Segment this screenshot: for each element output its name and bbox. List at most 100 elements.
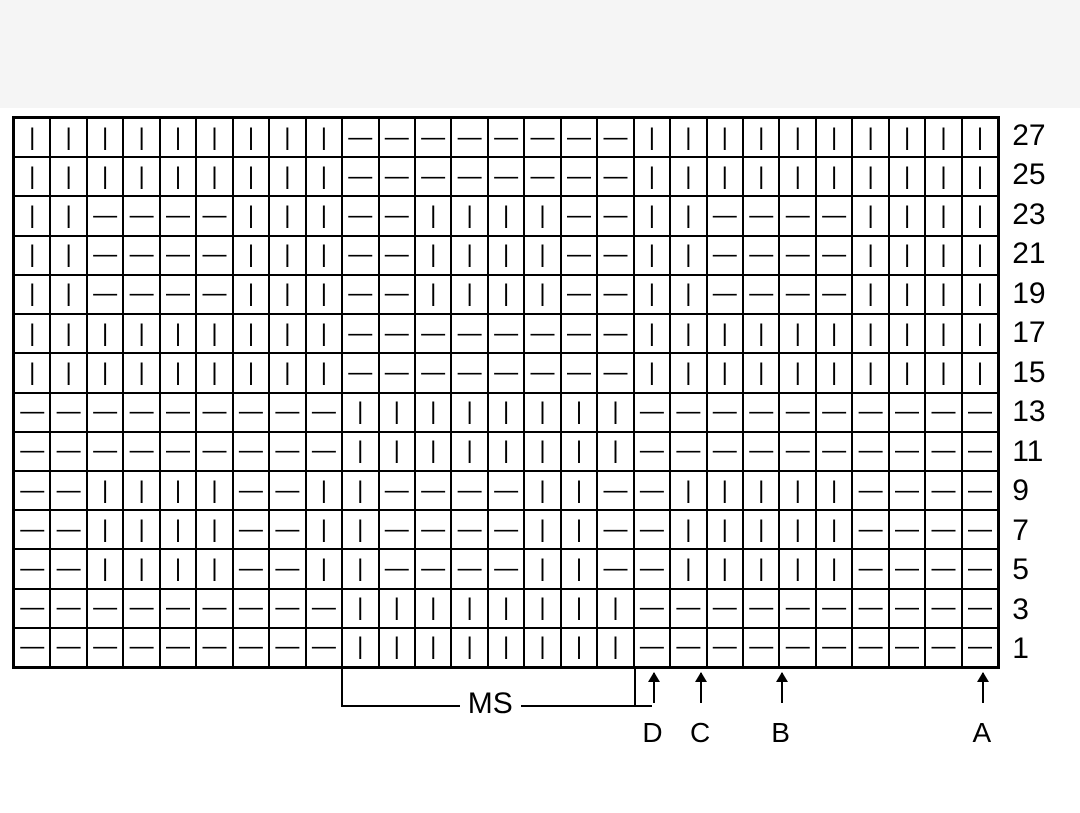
stitch-cell: — [670, 589, 706, 628]
stitch-cell: | [597, 393, 633, 432]
stitch-cell: | [233, 157, 269, 196]
stitch-cell: — [852, 432, 888, 471]
stitch-cell: | [816, 314, 852, 353]
stitch-cell: — [634, 549, 670, 588]
stitch-cell: | [779, 510, 815, 549]
stitch-cell: | [852, 236, 888, 275]
stitch-cell: — [269, 510, 305, 549]
bottom-annotations: MSDCBA [0, 669, 1080, 809]
row-number: 19 [1006, 274, 1045, 314]
stitch-cell: | [779, 353, 815, 392]
stitch-cell: — [707, 432, 743, 471]
stitch-cell: | [306, 157, 342, 196]
stitch-cell: — [889, 471, 925, 510]
stitch-cell: | [670, 314, 706, 353]
stitch-cell: | [306, 196, 342, 235]
row-number: 3 [1006, 590, 1045, 630]
stitch-cell: | [50, 118, 86, 157]
stitch-cell: | [342, 393, 378, 432]
stitch-cell: — [852, 510, 888, 549]
stitch-cell: | [269, 196, 305, 235]
stitch-cell: | [597, 432, 633, 471]
stitch-cell: — [379, 118, 415, 157]
stitch-cell: | [233, 196, 269, 235]
stitch-cell: | [743, 510, 779, 549]
stitch-cell: — [962, 432, 998, 471]
stitch-cell: — [925, 628, 961, 667]
stitch-cell: — [87, 196, 123, 235]
stitch-cell: | [160, 157, 196, 196]
stitch-cell: — [634, 432, 670, 471]
stitch-cell: | [451, 628, 487, 667]
stitch-cell: — [196, 196, 232, 235]
stitch-cell: — [670, 432, 706, 471]
stitch-cell: — [597, 118, 633, 157]
stitch-cell: | [889, 236, 925, 275]
stitch-cell: | [707, 314, 743, 353]
stitch-cell: — [123, 275, 159, 314]
stitch-cell: | [561, 628, 597, 667]
stitch-cell: | [14, 196, 50, 235]
stitch-cell: | [342, 549, 378, 588]
stitch-cell: | [488, 393, 524, 432]
stitch-cell: — [160, 589, 196, 628]
stitch-cell: — [451, 353, 487, 392]
stitch-cell: | [889, 157, 925, 196]
stitch-cell: | [925, 196, 961, 235]
stitch-cell: | [123, 549, 159, 588]
stitch-cell: | [488, 275, 524, 314]
stitch-cell: — [597, 549, 633, 588]
stitch-cell: — [269, 432, 305, 471]
stitch-cell: | [306, 549, 342, 588]
stitch-cell: | [634, 314, 670, 353]
stitch-cell: | [379, 393, 415, 432]
stitch-cell: | [196, 471, 232, 510]
stitch-cell: | [196, 157, 232, 196]
stitch-cell: | [160, 118, 196, 157]
stitch-cell: | [451, 589, 487, 628]
stitch-cell: | [415, 393, 451, 432]
stitch-cell: — [306, 589, 342, 628]
stitch-cell: — [342, 353, 378, 392]
stitch-cell: — [269, 589, 305, 628]
stitch-cell: — [597, 236, 633, 275]
stitch-cell: — [488, 471, 524, 510]
stitch-cell: — [597, 196, 633, 235]
stitch-cell: — [379, 471, 415, 510]
stitch-cell: | [743, 471, 779, 510]
stitch-cell: — [451, 510, 487, 549]
stitch-cell: | [488, 196, 524, 235]
stitch-cell: — [50, 549, 86, 588]
stitch-cell: | [816, 471, 852, 510]
stitch-cell: — [925, 393, 961, 432]
stitch-cell: | [233, 314, 269, 353]
stitch-cell: | [743, 549, 779, 588]
ms-label: MS [460, 687, 521, 721]
stitch-cell: — [962, 549, 998, 588]
stitch-cell: — [852, 393, 888, 432]
stitch-cell: | [196, 314, 232, 353]
stitch-cell: — [816, 236, 852, 275]
stitch-cell: — [707, 628, 743, 667]
stitch-cell: | [561, 471, 597, 510]
stitch-cell: | [925, 314, 961, 353]
stitch-cell: — [743, 628, 779, 667]
stitch-cell: | [50, 196, 86, 235]
stitch-cell: | [962, 353, 998, 392]
stitch-cell: | [379, 628, 415, 667]
stitch-cell: | [852, 314, 888, 353]
stitch-cell: | [524, 432, 560, 471]
stitch-cell: — [889, 628, 925, 667]
stitch-cell: — [779, 432, 815, 471]
stitch-cell: | [123, 510, 159, 549]
stitch-cell: — [269, 549, 305, 588]
stitch-cell: — [50, 510, 86, 549]
stitch-cell: — [123, 236, 159, 275]
stitch-cell: — [779, 236, 815, 275]
stitch-cell: — [342, 196, 378, 235]
stitch-cell: — [743, 275, 779, 314]
stitch-cell: — [597, 353, 633, 392]
marker-arrow [653, 673, 655, 703]
row-number: 27 [1006, 116, 1045, 156]
stitch-cell: | [779, 314, 815, 353]
